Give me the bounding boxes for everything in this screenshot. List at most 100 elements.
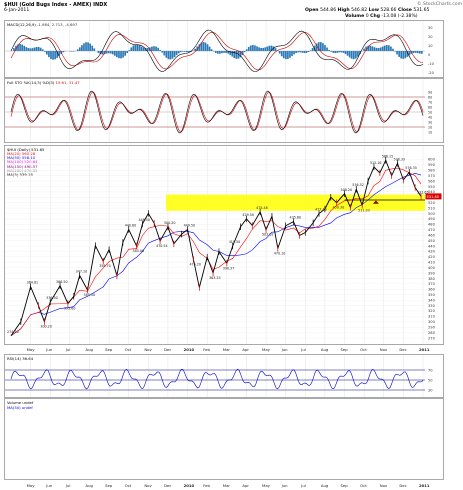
x-axis-label: Dec: [399, 347, 406, 352]
volume-value: 0: [365, 14, 369, 19]
macd-histogram-bar: [396, 51, 398, 55]
macd-tick-label: -20: [428, 71, 435, 75]
x-axis-label: Feb: [203, 347, 210, 352]
price-tick-label: 300: [428, 320, 436, 324]
price-tick-label: 420: [428, 255, 436, 259]
macd-histogram-bar: [260, 47, 262, 51]
macd-histogram-bar: [383, 45, 386, 51]
rsi-tick-label: 70: [428, 368, 433, 372]
macd-histogram-bar: [258, 47, 260, 51]
macd-histogram-bar: [270, 45, 273, 51]
macd-histogram-bar: [348, 51, 351, 58]
x-axis-label: Feb: [203, 483, 210, 488]
macd-histogram-bar: [264, 47, 267, 51]
macd-histogram-bar: [159, 49, 162, 51]
quote-line: Open 544.86 High 546.82 Low 528.66 Close…: [305, 8, 429, 13]
macd-histogram-bar: [50, 51, 52, 59]
x-axis-label: Jul: [65, 483, 71, 488]
rsi-tick-label: 30: [428, 388, 433, 392]
macd-histogram-bar: [188, 51, 190, 53]
stoch-tick-label: 40: [428, 115, 432, 119]
price-tick-label: 410: [428, 261, 436, 265]
ma20-line: [10, 167, 422, 337]
macd-histogram-bar: [371, 46, 374, 51]
price-tick-label: 450: [428, 239, 436, 243]
macd-histogram-bar: [70, 51, 73, 52]
macd-histogram-bar: [175, 51, 178, 56]
macd-histogram-bar: [355, 51, 357, 59]
macd-histogram-bar: [54, 51, 56, 60]
price-tick-label: 510: [428, 206, 436, 210]
macd-histogram-bar: [35, 46, 38, 51]
price-annotation: 500.20: [164, 221, 176, 225]
macd-histogram-bar: [247, 46, 250, 51]
price-annotation: 440.60: [125, 223, 137, 227]
price-tick-label: 330: [428, 304, 436, 308]
macd-histogram-bar: [48, 51, 50, 58]
price-annotation: 531.65: [417, 190, 429, 194]
macd-histogram-bar: [344, 51, 347, 55]
macd-line: [10, 29, 424, 72]
x-axis-label: Jul: [300, 347, 306, 352]
macd-histogram-bar: [33, 47, 36, 51]
macd-histogram-bar: [202, 42, 205, 51]
price-tick-label: 540: [428, 190, 436, 194]
price-legend-title: $HUI (Daily): [7, 147, 30, 152]
x-axis-label: Nov: [144, 483, 152, 488]
x-axis-label: 2011: [419, 483, 430, 488]
x-axis-label: May: [262, 347, 271, 352]
macd-histogram-bar: [43, 51, 46, 52]
macd-histogram-bar: [268, 45, 271, 51]
price-tick-label: 550: [428, 185, 436, 189]
x-axis-lower: May Jun Jul Aug Sep Oct Nov Dec 2010 Feb Mar Apr May…: [27, 483, 430, 488]
macd-histogram-bar: [332, 51, 335, 53]
x-axis-label: Oct: [125, 483, 132, 488]
macd-histogram-bar: [402, 51, 405, 59]
macd-histogram-bar: [25, 47, 28, 51]
macd-histogram-bar: [177, 51, 180, 54]
macd-histogram-bar: [76, 49, 79, 51]
rsi-plot: 70 50 30: [5, 355, 433, 397]
macd-histogram-bar: [231, 51, 234, 57]
macd-histogram-bar: [289, 51, 291, 58]
macd-histogram-bar: [23, 45, 26, 51]
macd-histogram-bar: [305, 51, 308, 53]
macd-histogram-bar: [249, 45, 252, 51]
macd-histogram-bar: [138, 45, 141, 51]
macd-histogram-bar: [120, 51, 122, 59]
macd-histogram-bar: [400, 51, 403, 59]
macd-histogram-bar: [136, 44, 139, 51]
price-annotation: 363.25: [209, 276, 221, 280]
x-axis-label: Aug: [85, 483, 93, 488]
macd-histogram-bar: [169, 51, 172, 60]
macd-tick-label: -10: [428, 62, 435, 66]
macd-histogram-bar: [83, 43, 85, 51]
macd-histogram-bar: [62, 51, 65, 53]
price-annotation: 274.10: [7, 330, 19, 334]
macd-histogram-bar: [227, 51, 229, 54]
stoch-tick-label: 80: [428, 95, 432, 99]
macd-histogram-bar: [317, 42, 320, 51]
x-axis-label: Sep: [105, 483, 113, 488]
macd-histogram-bar: [72, 51, 75, 52]
macd-histogram-bar: [52, 51, 54, 60]
chart-symbol-title: $HUI (Gold Bugs Index - AMEX) INDX: [4, 2, 108, 8]
macd-histogram-bar: [342, 51, 345, 53]
price-tick-label: 340: [428, 298, 436, 302]
macd-histogram-bar: [124, 51, 126, 56]
macd-histogram-bar: [320, 42, 322, 51]
volume-label: Volume: [345, 14, 365, 19]
price-annotation: 515.16: [370, 161, 382, 165]
price-tick-label: 600: [428, 158, 436, 162]
macd-histogram-bar: [385, 45, 388, 51]
macd-histogram-bar: [56, 51, 59, 58]
macd-histogram-bar: [194, 48, 197, 51]
chg-label: Chg: [370, 14, 381, 19]
high-label: High: [337, 8, 350, 13]
price-tick-label: 470: [428, 228, 436, 232]
macd-histogram-bar: [416, 51, 419, 54]
chart-date: 6-Jan-2011: [4, 8, 30, 13]
macd-histogram-bar: [15, 45, 17, 51]
stoch-tick-label: 30: [428, 120, 432, 124]
